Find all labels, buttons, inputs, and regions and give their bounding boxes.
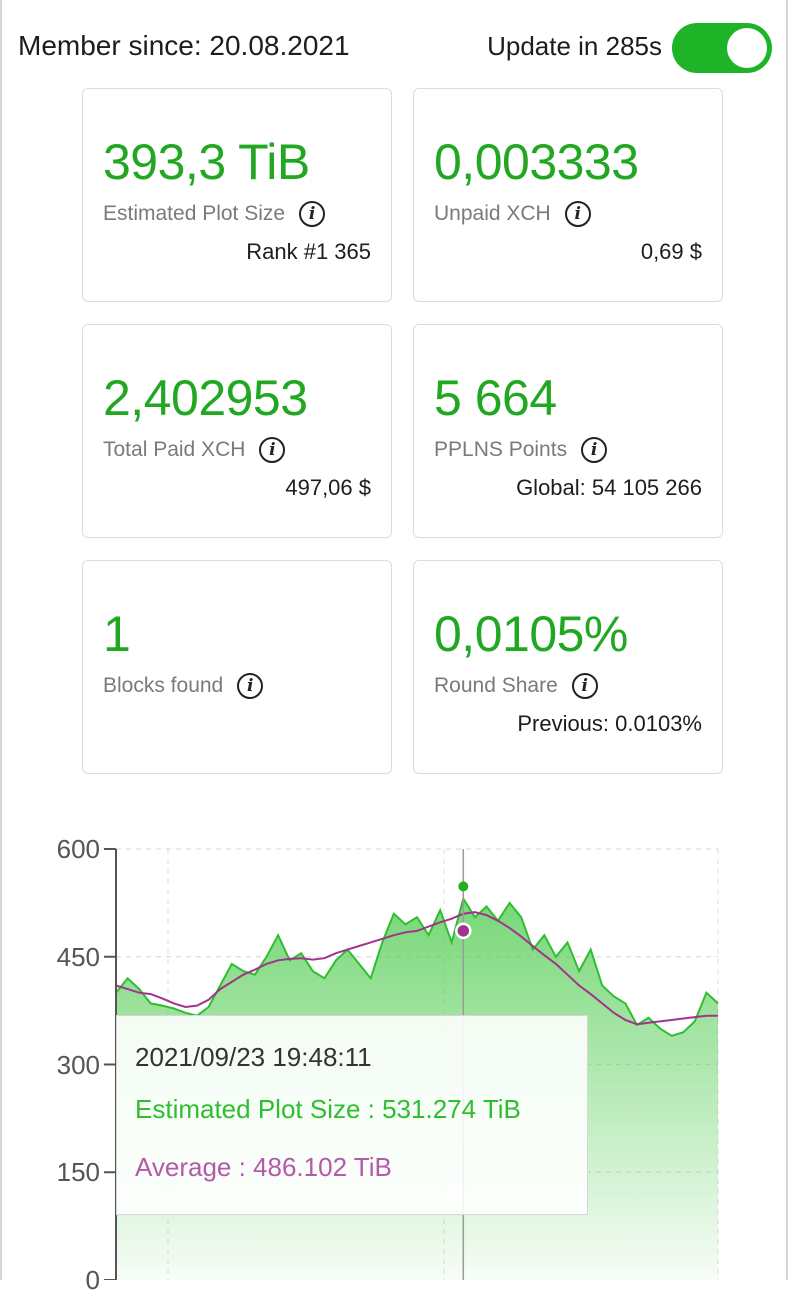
member-since-text: Member since: 20.08.2021 [18,30,350,61]
info-icon[interactable]: i [299,201,326,227]
plot-size-card: 393,3 TiB Estimated Plot Size i Rank #1 … [82,88,392,302]
y-tick-label: 450 [56,941,100,972]
unpaid-card: 0,003333 Unpaid XCH i 0,69 $ [413,88,723,302]
tooltip-average: Average : 486.102 TiB [135,1152,392,1182]
round-share-card: 0,0105% Round Share i Previous: 0.0103% [413,560,723,774]
total-paid-label: Total Paid XCH [103,438,246,461]
y-tick-label: 150 [56,1157,100,1188]
round-share-value: 0,0105% [434,606,628,662]
unpaid-label: Unpaid XCH [434,202,551,225]
plot-size-value: 393,3 TiB [103,134,310,190]
update-countdown-label: Update in 285s [487,31,662,61]
total-paid-card: 2,402953 Total Paid XCH i 497,06 $ [82,324,392,538]
tooltip-plot-size: Estimated Plot Size : 531.274 TiB [135,1094,521,1124]
screen-edge-right [786,0,788,1280]
blocks-card: 1 Blocks found i [82,560,392,774]
total-paid-usd: 497,06 $ [285,475,371,500]
hover-point-average [455,922,472,940]
plot-size-rank: Rank #1 365 [246,239,371,264]
y-tick-label: 300 [56,1049,100,1080]
pplns-value: 5 664 [434,370,557,426]
info-icon[interactable]: i [581,437,608,463]
unpaid-usd: 0,69 $ [640,239,702,264]
chart-tooltip: 2021/09/23 19:48:11 Estimated Plot Size … [116,1015,588,1215]
plot-size-label: Estimated Plot Size [103,202,286,225]
round-share-label: Round Share [434,674,558,697]
hover-point-plot-size [458,881,469,892]
pplns-card: 5 664 PPLNS Points i Global: 54 105 266 [413,324,723,538]
unpaid-value: 0,003333 [434,134,639,190]
y-tick-label: 0 [85,1265,100,1295]
pplns-global: Global: 54 105 266 [516,475,702,500]
info-icon[interactable]: i [237,673,264,699]
info-icon[interactable]: i [259,437,286,463]
auto-update-toggle[interactable] [672,23,772,73]
round-share-previous: Previous: 0.0103% [517,711,702,736]
info-icon[interactable]: i [564,201,591,227]
average-line [115,911,718,1026]
info-icon[interactable]: i [571,673,598,699]
blocks-value: 1 [103,606,131,662]
screen-edge-left [0,0,2,1280]
tooltip-date: 2021/09/23 19:48:11 [135,1042,372,1072]
total-paid-value: 2,402953 [103,370,308,426]
pplns-label: PPLNS Points [434,438,568,461]
y-tick-label: 600 [56,834,100,864]
toggle-knob [727,28,767,68]
blocks-label: Blocks found [103,674,224,697]
